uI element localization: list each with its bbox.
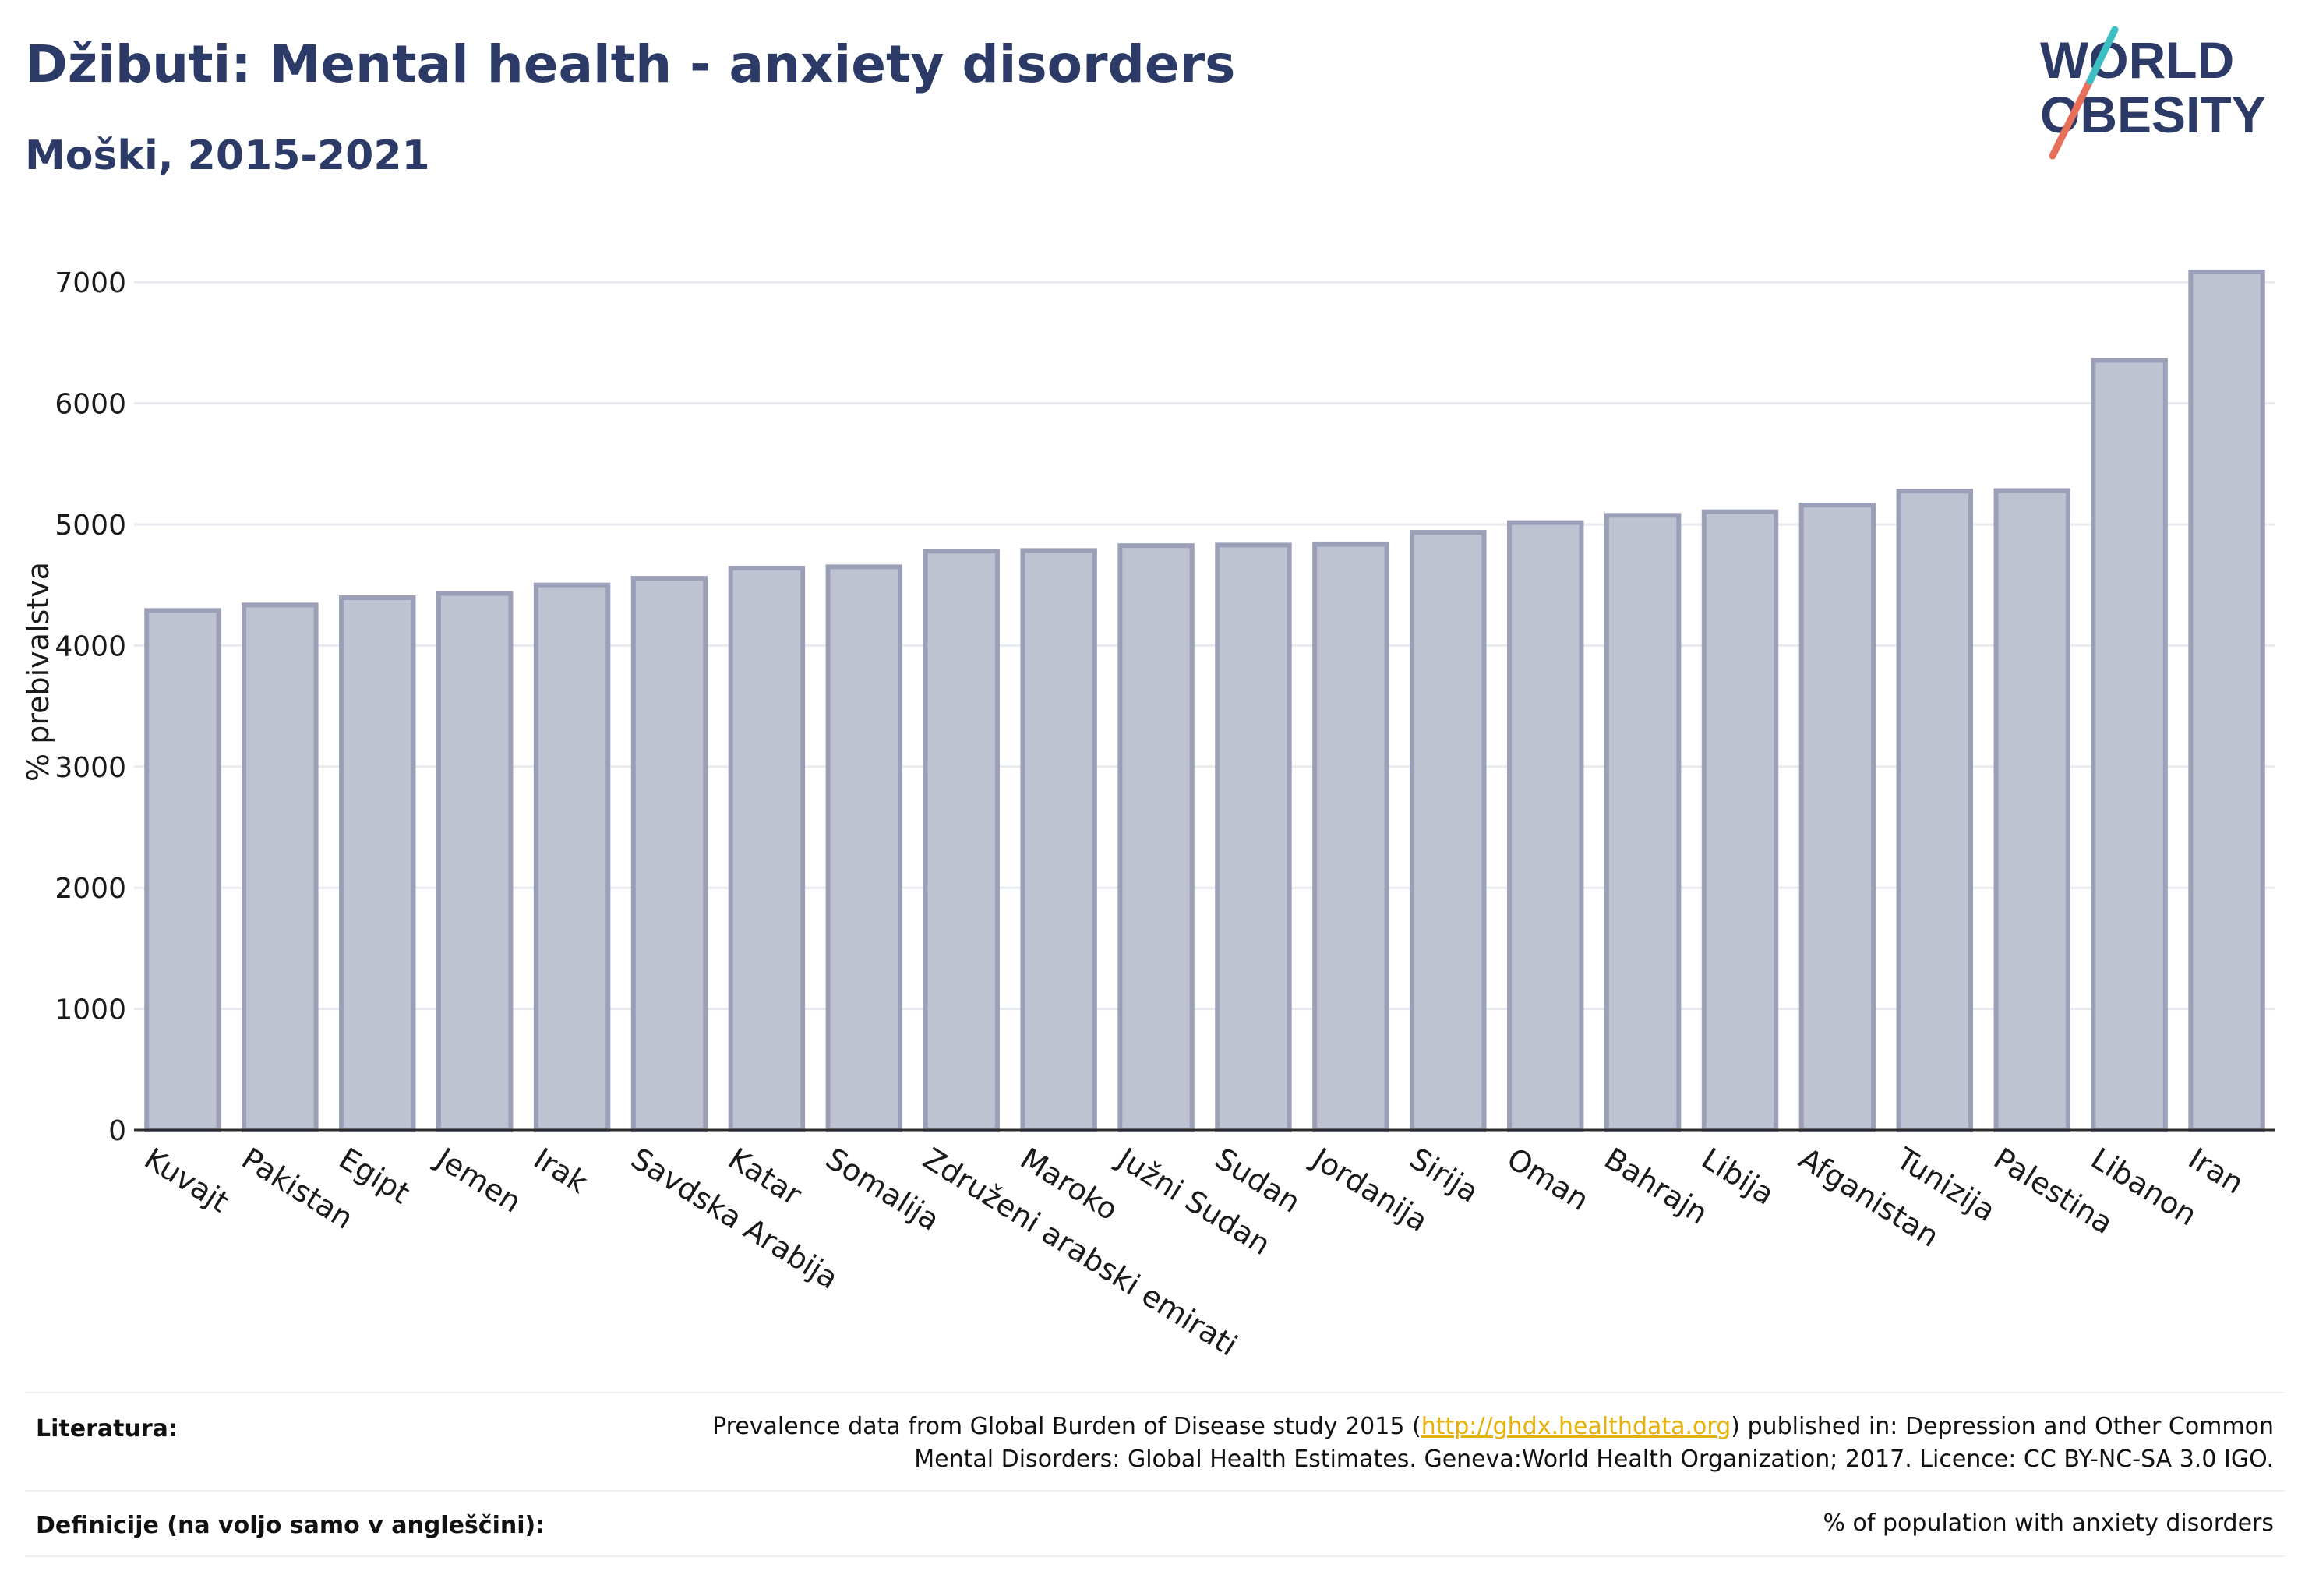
footer-divider <box>25 1490 2285 1492</box>
bar-chart: 0 1000 2000 3000 4000 5000 6000 7000 Kuvajt Pakis… <box>21 267 2275 1363</box>
y-tick-label: 1000 <box>55 994 126 1026</box>
bar[interactable] <box>1410 530 1487 1132</box>
y-tick-label: 4000 <box>55 630 126 662</box>
references-label: Literatura: <box>36 1415 178 1442</box>
x-tick-label: Pakistan <box>236 1141 359 1236</box>
bar[interactable] <box>1993 488 2070 1132</box>
bar[interactable] <box>144 608 221 1132</box>
bar[interactable] <box>242 602 319 1132</box>
x-tick-label: Bahrajn <box>1598 1141 1714 1231</box>
logo-slash-teal <box>2086 26 2119 85</box>
bar[interactable] <box>1506 520 1584 1132</box>
chart-title: Džibuti: Mental health - anxiety disorde… <box>25 34 1236 94</box>
y-tick-label: 3000 <box>55 752 126 784</box>
y-tick-label: 7000 <box>55 267 126 299</box>
bar[interactable] <box>1117 543 1195 1132</box>
y-axis-label: % prebivalstva <box>21 562 55 782</box>
references-post: ) published in: Depression and Other Com… <box>1731 1413 2274 1440</box>
bar[interactable] <box>1896 489 1974 1132</box>
bar[interactable] <box>2091 358 2168 1133</box>
x-tick-label: Oman <box>1501 1141 1594 1217</box>
references-link[interactable]: http://ghdx.healthdata.org <box>1421 1413 1731 1440</box>
y-tick-label: 6000 <box>55 389 126 421</box>
bar[interactable] <box>923 549 1000 1132</box>
x-tick-label: Jemen <box>429 1140 528 1219</box>
bar[interactable] <box>533 582 611 1132</box>
y-tick-label: 5000 <box>55 510 126 542</box>
definitions-label: Definicije (na voljo samo v angleščini): <box>36 1512 545 1539</box>
bar[interactable] <box>1604 513 1682 1132</box>
bar[interactable] <box>630 576 708 1132</box>
bar[interactable] <box>1798 503 1876 1132</box>
y-tick-label: 2000 <box>55 873 126 905</box>
footer-divider <box>25 1555 2285 1557</box>
bar[interactable] <box>1312 542 1389 1132</box>
bar[interactable] <box>1215 542 1292 1132</box>
x-tick-label: Iran <box>2183 1141 2250 1201</box>
world-obesity-logo: WORLD OBESITY <box>2040 26 2266 160</box>
definitions-text: % of population with anxiety disorders <box>1823 1509 2274 1537</box>
logo-line-1: WORLD <box>2040 31 2234 89</box>
bar[interactable] <box>339 595 416 1132</box>
chart-subtitle: Moški, 2015-2021 <box>25 132 430 179</box>
footer-divider <box>25 1392 2285 1393</box>
bar[interactable] <box>1701 509 1779 1132</box>
references-line-2: Mental Disorders: Global Health Estimate… <box>914 1446 2274 1473</box>
bar[interactable] <box>728 565 806 1132</box>
bar[interactable] <box>436 591 514 1132</box>
references-pre: Prevalence data from Global Burden of Di… <box>712 1413 1421 1440</box>
y-tick-label: 0 <box>108 1115 126 1147</box>
bars <box>144 269 2265 1133</box>
bar[interactable] <box>825 564 903 1132</box>
references-text: Prevalence data from Global Burden of Di… <box>712 1411 2274 1476</box>
logo-line-2: OBESITY <box>2040 86 2266 143</box>
x-tick-label: Irak <box>528 1141 593 1200</box>
footer: Literatura: Prevalence data from Global … <box>25 1392 2285 1563</box>
bar[interactable] <box>1020 548 1097 1132</box>
logo-slash-red <box>2049 77 2094 160</box>
bar[interactable] <box>2188 269 2265 1132</box>
x-tick-label: Kuvajt <box>139 1141 235 1219</box>
